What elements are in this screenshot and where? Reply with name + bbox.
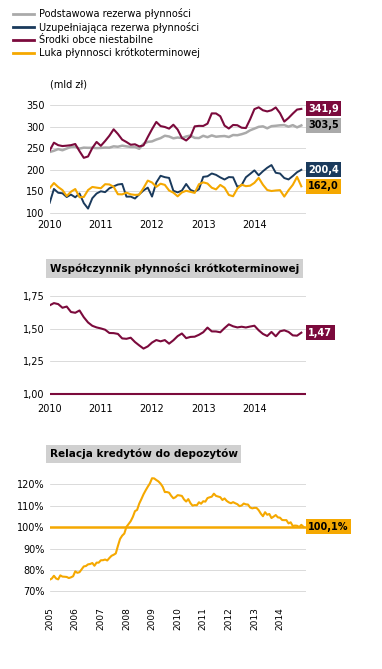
Text: 1,47: 1,47	[308, 328, 332, 338]
Text: 303,5: 303,5	[308, 120, 339, 130]
Text: (mld zł): (mld zł)	[50, 80, 87, 90]
Text: 100,1%: 100,1%	[308, 522, 349, 532]
Text: 200,4: 200,4	[308, 165, 339, 175]
Text: Współczynnik płynności krótkoterminowej: Współczynnik płynności krótkoterminowej	[50, 263, 299, 274]
Legend: Podstawowa rezerwa płynności, Uzupełniająca rezerwa płynności, Środki obce niest: Podstawowa rezerwa płynności, Uzupełniaj…	[13, 8, 200, 58]
Text: 162,0: 162,0	[308, 181, 339, 191]
Text: 341,9: 341,9	[308, 104, 339, 114]
Text: Relacja kredytów do depozytów: Relacja kredytów do depozytów	[50, 448, 238, 459]
